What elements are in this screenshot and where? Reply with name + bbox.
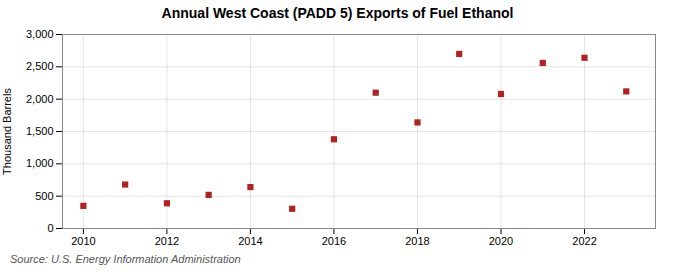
- svg-text:3,000: 3,000: [26, 28, 54, 40]
- svg-text:0: 0: [47, 222, 53, 234]
- svg-text:2014: 2014: [238, 235, 262, 247]
- svg-text:2012: 2012: [155, 235, 179, 247]
- svg-text:Thousand Barrels: Thousand Barrels: [1, 88, 13, 175]
- svg-text:1,500: 1,500: [26, 125, 54, 137]
- svg-text:2,000: 2,000: [26, 93, 54, 105]
- svg-text:500: 500: [35, 190, 53, 202]
- svg-text:2020: 2020: [489, 235, 513, 247]
- html-text:Annual West Coast (PADD 5) Exp: Annual West Coast (PADD 5) Exports of Fu…: [161, 5, 514, 21]
- svg-text:2010: 2010: [71, 235, 95, 247]
- svg-text:2018: 2018: [405, 235, 429, 247]
- svg-text:1,000: 1,000: [26, 157, 54, 169]
- html-text:Source: U.S. Energy Informatio: Source: U.S. Energy Information Administ…: [10, 253, 241, 265]
- svg-text:2,500: 2,500: [26, 60, 54, 72]
- svg-text:2016: 2016: [322, 235, 346, 247]
- svg-text:2022: 2022: [572, 235, 596, 247]
